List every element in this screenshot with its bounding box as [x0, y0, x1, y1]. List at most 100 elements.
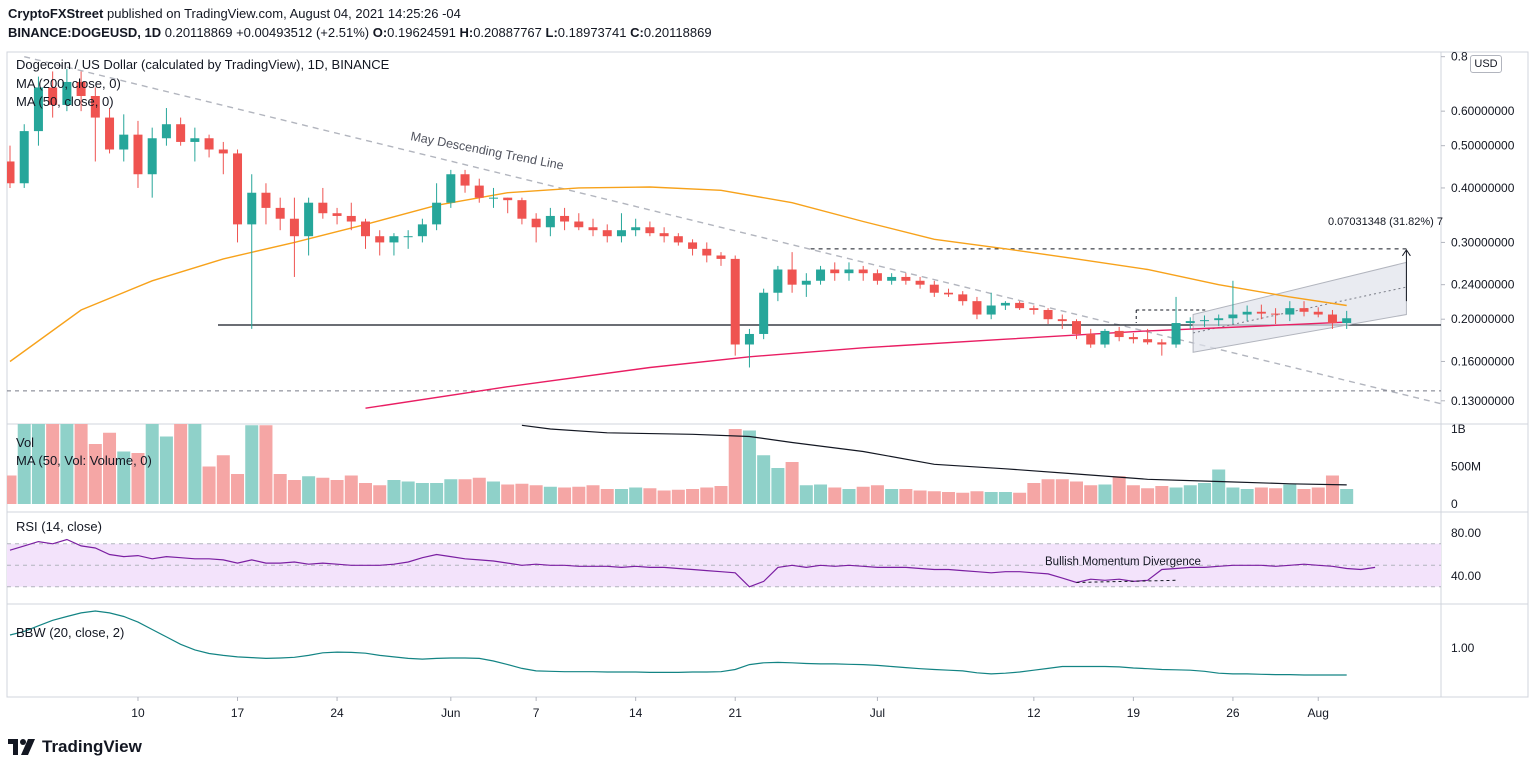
volume-bar: [273, 474, 287, 504]
volume-bar: [415, 483, 429, 504]
price-tick-label: 0.50000000: [1451, 139, 1515, 153]
volume-bar: [287, 480, 301, 504]
candle-body: [901, 276, 911, 281]
volume-bar: [103, 432, 117, 504]
candle-body: [474, 185, 484, 198]
volume-bar: [259, 425, 273, 504]
candle-body: [161, 124, 171, 139]
candle-body: [673, 236, 683, 243]
candle-body: [19, 131, 29, 184]
symbol-label: BINANCE:DOGEUSD, 1D: [8, 25, 162, 40]
volume-bar: [46, 424, 60, 504]
volume-bar: [174, 424, 188, 504]
candle-body: [716, 255, 726, 259]
chart-frame: [6, 51, 1529, 698]
currency-badge[interactable]: USD: [1470, 55, 1502, 73]
candle-body: [488, 197, 498, 199]
price-tick-label: 0.30000000: [1451, 235, 1515, 249]
volume-bar: [686, 489, 700, 504]
candle-body: [105, 117, 115, 150]
ohlc-header: BINANCE:DOGEUSD, 1D 0.20118869 +0.004935…: [8, 25, 712, 40]
volume-bar: [330, 480, 344, 504]
candle-body: [417, 224, 427, 237]
volume-bar: [1169, 487, 1183, 504]
volume-bar: [600, 489, 614, 504]
ma50-line: [9, 186, 1347, 363]
volume-bar: [501, 484, 515, 504]
close-label: C:: [630, 25, 644, 40]
volume-bar: [1084, 485, 1098, 504]
volume-bar: [1027, 483, 1041, 504]
candle-body: [1086, 333, 1096, 345]
ma50-legend[interactable]: MA (50, close, 0): [16, 94, 114, 109]
candle-body: [304, 202, 314, 237]
price-tick-label: 0.16000000: [1451, 354, 1515, 368]
volume-bar: [1254, 487, 1268, 504]
time-tick-label: 7: [533, 706, 540, 720]
candle-body: [773, 269, 783, 293]
volume-bar: [1197, 483, 1211, 504]
volume-bar: [1283, 484, 1297, 504]
bbw-legend[interactable]: BBW (20, close, 2): [16, 625, 125, 640]
volume-bar: [1269, 488, 1283, 504]
candle-body: [1128, 337, 1138, 340]
candle-body: [688, 242, 698, 249]
price-pane: [7, 55, 1441, 409]
volume-legend[interactable]: Vol: [16, 435, 35, 450]
volume-bar: [700, 487, 714, 504]
time-tick-label: 26: [1226, 706, 1240, 720]
rsi-divergence-line: [1076, 579, 1177, 583]
candle-body: [944, 292, 954, 295]
candle-body: [389, 236, 399, 243]
candle-body: [816, 269, 826, 281]
tradingview-brand: TradingView: [42, 737, 142, 756]
volume-bar: [558, 487, 572, 504]
candle-body: [1327, 314, 1337, 324]
volume-bar: [373, 485, 387, 504]
candle-body: [1000, 302, 1010, 306]
volume-bar: [131, 453, 145, 504]
volume-bar: [1311, 487, 1325, 504]
volume-bar: [927, 491, 941, 504]
volume-bar: [1041, 479, 1055, 504]
volume-axis-label: 0: [1451, 497, 1458, 511]
volume-bar: [942, 492, 956, 504]
candle-body: [602, 230, 612, 237]
candle-body: [887, 276, 897, 281]
candle-body: [972, 301, 982, 315]
volume-bar: [31, 424, 45, 504]
candle-body: [1029, 308, 1039, 310]
may-descending-trend-line: [24, 55, 1441, 405]
candle-body: [375, 236, 385, 243]
candle-body: [275, 207, 285, 219]
price-tick-label: 0.60000000: [1451, 104, 1515, 118]
volume-bar: [1013, 492, 1027, 504]
candle-body: [1114, 330, 1124, 338]
volume-bar: [814, 484, 828, 504]
time-tick-label: 21: [729, 706, 743, 720]
volume-bar: [586, 485, 600, 504]
ma200-legend[interactable]: MA (200, close, 0): [16, 76, 121, 91]
volume-ma-legend[interactable]: MA (50, Vol: Volume, 0): [16, 453, 152, 468]
candle-body: [204, 138, 214, 150]
rsi-divergence-label: Bullish Momentum Divergence: [1045, 556, 1201, 568]
tradingview-logo-icon: [8, 739, 35, 755]
candle-body: [1242, 311, 1252, 315]
tradingview-logo[interactable]: TradingView: [8, 737, 142, 757]
candle-body: [1157, 342, 1167, 345]
volume-bar: [458, 479, 472, 504]
volume-bar: [359, 483, 372, 504]
candle-body: [1256, 311, 1266, 314]
candle-body: [1057, 319, 1067, 322]
high-value: 0.20887767: [473, 25, 542, 40]
volume-axis-label: 500M: [1451, 460, 1481, 474]
candle-body: [517, 200, 527, 219]
volume-bar: [728, 429, 742, 504]
rsi-legend[interactable]: RSI (14, close): [16, 519, 102, 534]
price-tick-label: 0.20000000: [1451, 312, 1515, 326]
open-value: 0.19624591: [387, 25, 456, 40]
volume-bar: [742, 430, 756, 504]
volume-bar: [1212, 469, 1226, 504]
candle-body: [545, 215, 555, 228]
